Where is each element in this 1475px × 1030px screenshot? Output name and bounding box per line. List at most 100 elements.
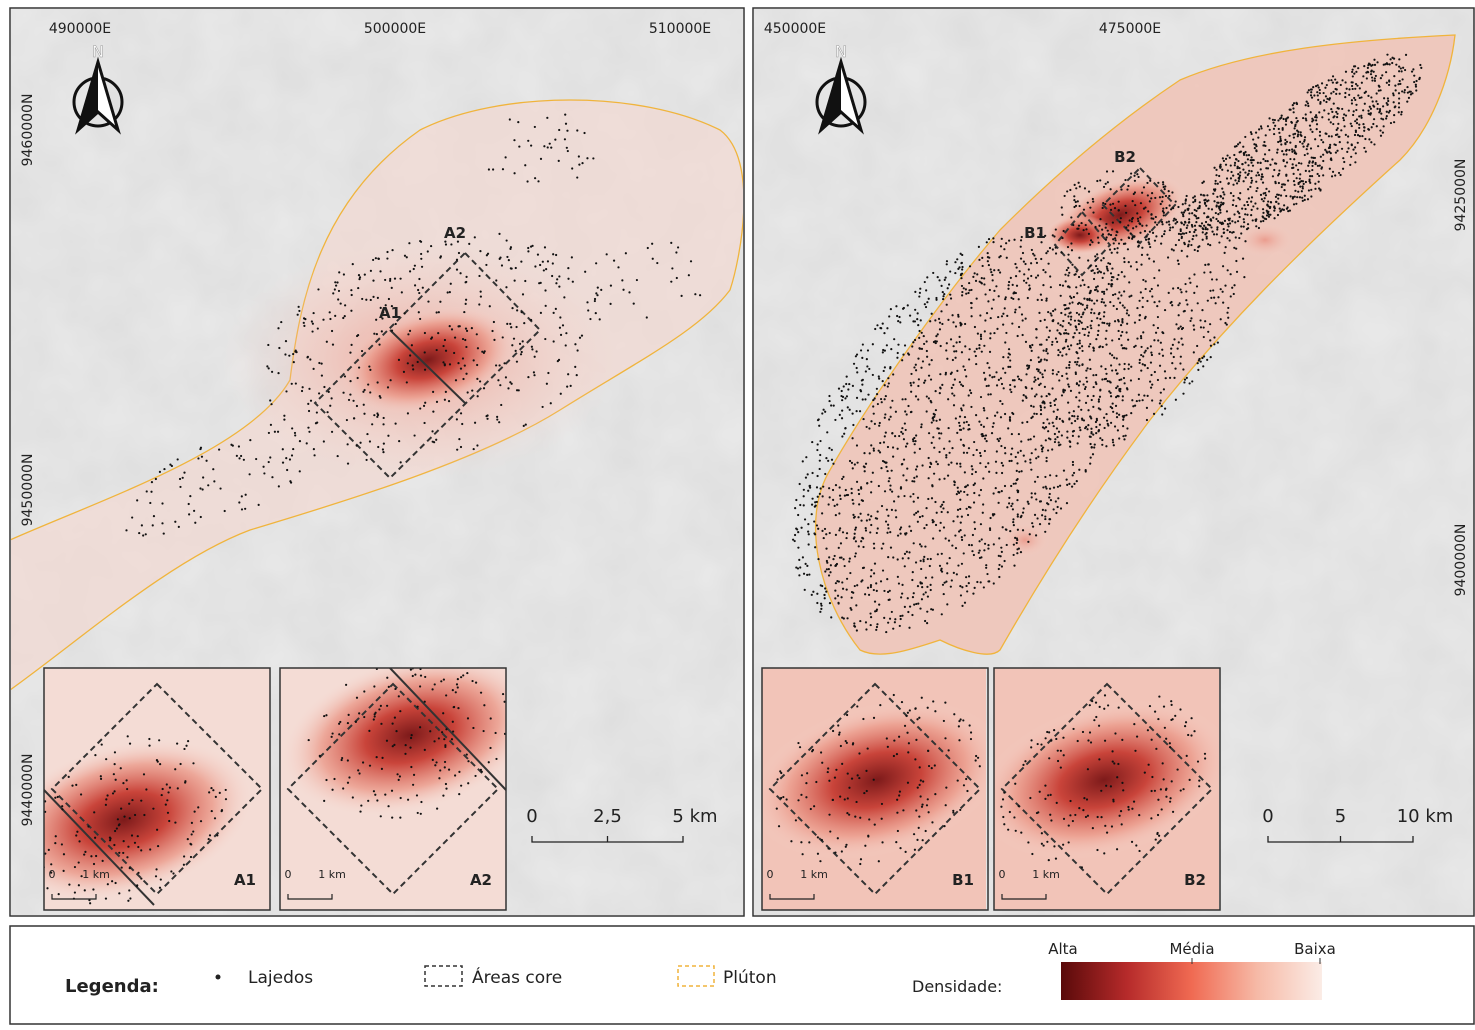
outcrop-dot xyxy=(342,392,344,394)
outcrop-dot xyxy=(1053,845,1055,847)
outcrop-dot xyxy=(1029,346,1031,348)
outcrop-dot xyxy=(1171,191,1173,193)
outcrop-dot xyxy=(966,421,968,423)
outcrop-dot xyxy=(1092,269,1094,271)
outcrop-dot xyxy=(1265,134,1267,136)
outcrop-dot xyxy=(960,273,962,275)
outcrop-dot xyxy=(855,801,857,803)
outcrop-dot xyxy=(1095,265,1097,267)
outcrop-dot xyxy=(121,866,123,868)
outcrop-dot xyxy=(1239,192,1241,194)
outcrop-dot xyxy=(1055,500,1057,502)
outcrop-dot xyxy=(1083,284,1085,286)
outcrop-dot xyxy=(959,341,961,343)
outcrop-dot xyxy=(1149,246,1151,248)
legend-item: Plúton xyxy=(723,968,777,988)
outcrop-dot xyxy=(1105,223,1107,225)
outcrop-dot xyxy=(1182,368,1184,370)
outcrop-dot xyxy=(530,319,532,321)
outcrop-dot xyxy=(436,349,438,351)
outcrop-dot xyxy=(1020,551,1022,553)
outcrop-dot xyxy=(506,323,508,325)
outcrop-dot xyxy=(221,810,223,812)
outcrop-dot xyxy=(1136,268,1138,270)
outcrop-dot xyxy=(372,259,374,261)
outcrop-dot xyxy=(1026,421,1028,423)
outcrop-dot xyxy=(1072,430,1074,432)
outcrop-dot xyxy=(973,521,975,523)
outcrop-dot xyxy=(820,603,822,605)
outcrop-dot xyxy=(946,603,948,605)
outcrop-dot xyxy=(1222,202,1224,204)
outcrop-dot xyxy=(1075,187,1077,189)
outcrop-dot xyxy=(1090,312,1092,314)
outcrop-dot xyxy=(286,469,288,471)
outcrop-dot xyxy=(1052,319,1054,321)
outcrop-dot xyxy=(1165,377,1167,379)
outcrop-dot xyxy=(995,472,997,474)
outcrop-dot xyxy=(912,438,914,440)
outcrop-dot xyxy=(923,556,925,558)
outcrop-dot xyxy=(974,482,976,484)
outcrop-dot xyxy=(1415,89,1417,91)
outcrop-dot xyxy=(391,329,393,331)
outcrop-dot xyxy=(1027,503,1029,505)
outcrop-dot xyxy=(1076,228,1078,230)
outcrop-dot xyxy=(928,432,930,434)
outcrop-dot xyxy=(1016,548,1018,550)
outcrop-dot xyxy=(909,709,911,711)
outcrop-dot xyxy=(928,298,930,300)
outcrop-dot xyxy=(1299,196,1301,198)
outcrop-dot xyxy=(842,588,844,590)
outcrop-dot xyxy=(897,352,899,354)
outcrop-dot xyxy=(1040,445,1042,447)
outcrop-dot xyxy=(1222,291,1224,293)
outcrop-dot xyxy=(1074,320,1076,322)
outcrop-dot xyxy=(1230,295,1232,297)
outcrop-dot xyxy=(450,243,452,245)
outcrop-dot xyxy=(883,617,885,619)
outcrop-dot xyxy=(1215,212,1217,214)
outcrop-dot xyxy=(888,382,890,384)
outcrop-dot xyxy=(1081,418,1083,420)
outcrop-dot xyxy=(340,302,342,304)
outcrop-dot xyxy=(1165,788,1167,790)
outcrop-dot xyxy=(633,303,635,305)
outcrop-dot xyxy=(413,774,415,776)
outcrop-dot xyxy=(1262,208,1264,210)
outcrop-dot xyxy=(1227,307,1229,309)
outcrop-dot xyxy=(873,779,875,781)
outcrop-dot xyxy=(540,312,542,314)
outcrop-dot xyxy=(992,426,994,428)
outcrop-dot xyxy=(316,422,318,424)
outcrop-dot xyxy=(1318,86,1320,88)
outcrop-dot xyxy=(1298,182,1300,184)
outcrop-dot xyxy=(159,763,161,765)
outcrop-dot xyxy=(1103,315,1105,317)
outcrop-dot xyxy=(1363,65,1365,67)
outcrop-dot xyxy=(1098,324,1100,326)
outcrop-dot xyxy=(1078,332,1080,334)
outcrop-dot xyxy=(278,485,280,487)
outcrop-dot xyxy=(912,596,914,598)
outcrop-dot xyxy=(1337,123,1339,125)
outcrop-dot xyxy=(795,499,797,501)
outcrop-dot xyxy=(935,461,937,463)
y-coord-label: 9460000N xyxy=(20,94,36,167)
outcrop-dot xyxy=(1106,266,1108,268)
outcrop-dot xyxy=(1035,448,1037,450)
outcrop-dot xyxy=(476,364,478,366)
outcrop-dot xyxy=(921,423,923,425)
outcrop-dot xyxy=(934,793,936,795)
outcrop-dot xyxy=(388,298,390,300)
outcrop-dot xyxy=(856,367,858,369)
outcrop-dot xyxy=(606,253,608,255)
outcrop-dot xyxy=(1243,276,1245,278)
outcrop-dot xyxy=(1024,460,1026,462)
outcrop-dot xyxy=(1150,374,1152,376)
outcrop-dot xyxy=(1319,92,1321,94)
outcrop-dot xyxy=(1092,453,1094,455)
outcrop-dot xyxy=(1134,180,1136,182)
outcrop-dot xyxy=(474,422,476,424)
outcrop-dot xyxy=(163,532,165,534)
